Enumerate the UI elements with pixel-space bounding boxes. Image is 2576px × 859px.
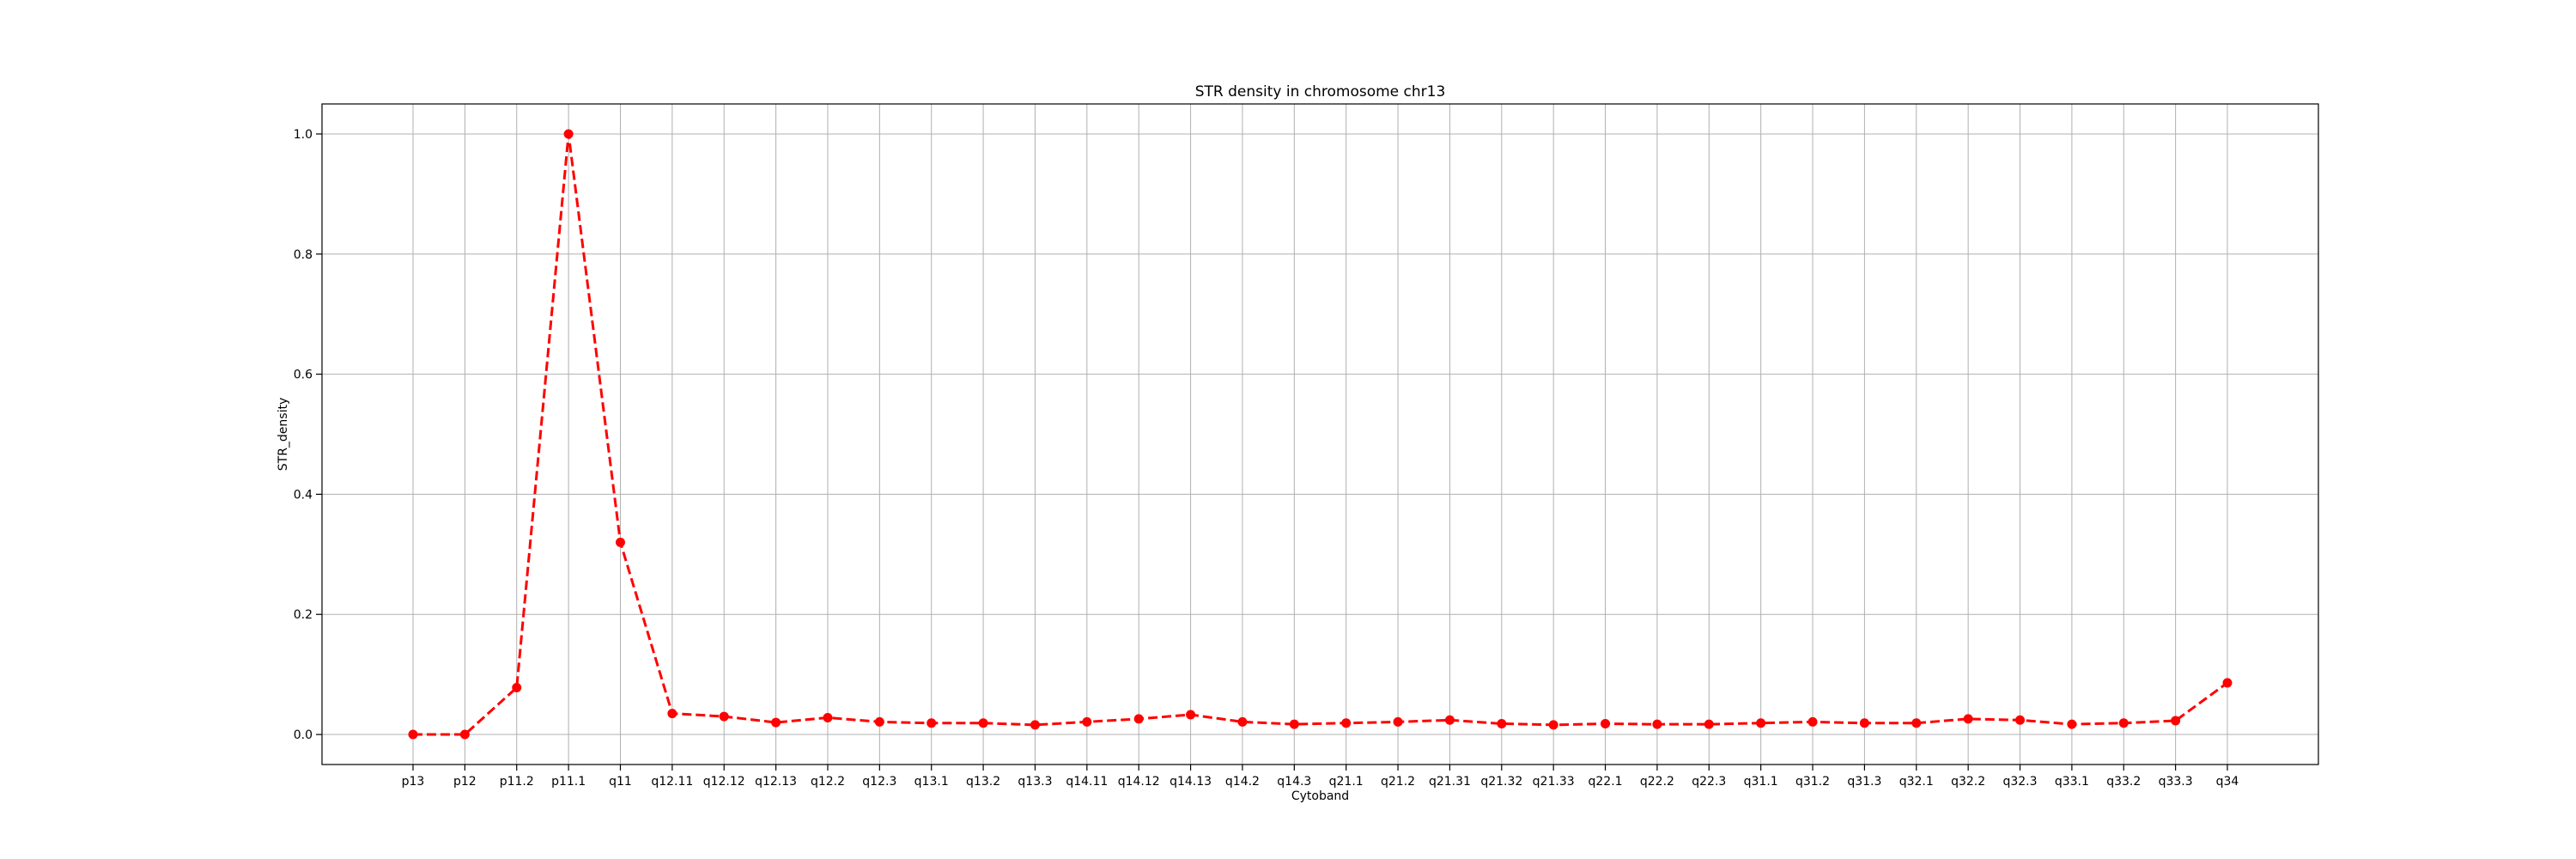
- data-point: [1393, 716, 1403, 727]
- data-point: [1341, 718, 1352, 728]
- data-point: [978, 718, 988, 728]
- y-tick-label: 0.8: [294, 248, 313, 262]
- x-tick-label: q14.2: [1225, 775, 1260, 789]
- y-tick-label: 0.2: [294, 608, 313, 622]
- x-tick-label: q14.11: [1066, 775, 1108, 789]
- data-point: [1497, 718, 1507, 728]
- y-axis-label: STR_density: [276, 398, 290, 472]
- x-tick-label: q22.1: [1589, 775, 1623, 789]
- data-point: [667, 709, 677, 719]
- grid: [322, 104, 2318, 765]
- x-tick-label: q31.1: [1744, 775, 1778, 789]
- x-tick-label: q14.13: [1170, 775, 1212, 789]
- data-point: [512, 683, 522, 693]
- x-tick-label: q32.1: [1899, 775, 1934, 789]
- data-point: [874, 716, 884, 727]
- data-point: [2118, 718, 2129, 728]
- x-tick-label: q21.32: [1480, 775, 1522, 789]
- y-tick-label: 0.4: [294, 488, 313, 502]
- x-tick-label: p12: [453, 775, 477, 789]
- data-point: [1756, 718, 1766, 728]
- x-tick-label: p11.2: [500, 775, 534, 789]
- x-tick-label: q21.1: [1329, 775, 1364, 789]
- data-point: [823, 712, 833, 722]
- series-line: [413, 133, 2228, 736]
- chart-title: STR density in chromosome chr13: [1195, 83, 1446, 101]
- x-tick-label: q33.2: [2106, 775, 2141, 789]
- data-point: [1704, 719, 1714, 729]
- data-point: [1963, 714, 1973, 724]
- x-tick-label: q13.1: [914, 775, 949, 789]
- x-tick-label: q22.2: [1640, 775, 1674, 789]
- data-point: [1289, 719, 1299, 729]
- data-point: [1237, 716, 1248, 727]
- x-tick-label: q31.3: [1847, 775, 1881, 789]
- data-point: [459, 729, 470, 740]
- y-tick-label: 0.0: [294, 728, 313, 742]
- data-point: [1186, 710, 1196, 720]
- data-point: [1133, 714, 1144, 724]
- data-point: [1807, 716, 1818, 727]
- x-tick-label: q33.3: [2159, 775, 2193, 789]
- x-tick-label: q12.13: [755, 775, 797, 789]
- x-tick-label: q13.2: [966, 775, 1000, 789]
- series-group: [408, 129, 2233, 740]
- axes: p13 p12 p11.2 p11.1 q11 q12.11 q12.12 q12.13 q12…: [294, 128, 2239, 789]
- x-tick-label: q13.3: [1018, 775, 1052, 789]
- data-point: [2015, 715, 2026, 725]
- x-tick-label: p13: [402, 775, 425, 789]
- x-tick-label: q14.12: [1118, 775, 1160, 789]
- data-point: [1030, 720, 1040, 730]
- x-tick-label: q12.3: [862, 775, 896, 789]
- data-point: [1082, 716, 1092, 727]
- data-point: [1911, 718, 1922, 728]
- data-point: [2222, 678, 2233, 688]
- x-tick-label: q33.1: [2055, 775, 2089, 789]
- x-tick-label: q12.12: [703, 775, 745, 789]
- x-tick-label: q22.3: [1692, 775, 1726, 789]
- x-tick-label: q32.2: [1951, 775, 1985, 789]
- y-tick-label: 0.6: [294, 369, 313, 382]
- data-point: [1444, 715, 1455, 725]
- y-tick-label: 1.0: [294, 128, 313, 142]
- data-point: [1652, 719, 1662, 729]
- data-point: [563, 129, 574, 139]
- data-point: [1601, 718, 1611, 728]
- data-point: [771, 717, 781, 728]
- x-axis-label: Cytoband: [1291, 789, 1349, 803]
- data-point: [1859, 718, 1869, 728]
- data-point: [2067, 719, 2077, 729]
- x-tick-label: q12.2: [811, 775, 845, 789]
- data-point: [927, 718, 937, 728]
- x-tick-label: q14.3: [1277, 775, 1311, 789]
- x-tick-label: q21.33: [1533, 775, 1575, 789]
- x-tick-label: q21.31: [1429, 775, 1471, 789]
- x-tick-label: q31.2: [1795, 775, 1830, 789]
- x-tick-label: q34: [2216, 775, 2239, 789]
- data-point: [615, 537, 625, 547]
- data-point: [719, 711, 729, 722]
- x-tick-label: q21.2: [1381, 775, 1415, 789]
- data-point: [1548, 720, 1558, 730]
- data-point: [408, 729, 418, 740]
- plot-frame: [321, 103, 2319, 765]
- data-point: [2171, 716, 2181, 726]
- x-tick-label: q12.11: [651, 775, 693, 789]
- x-tick-label: q32.3: [2002, 775, 2037, 789]
- x-tick-label: q11: [609, 775, 632, 789]
- x-tick-label: p11.1: [551, 775, 586, 789]
